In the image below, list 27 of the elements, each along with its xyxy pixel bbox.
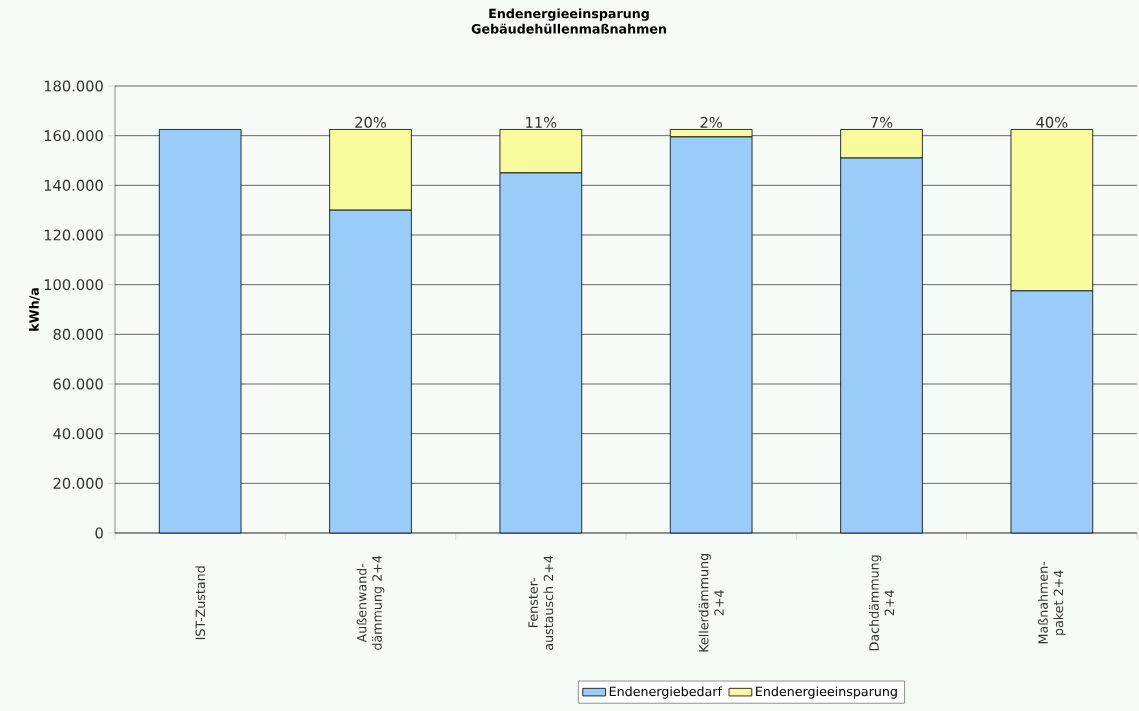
y-tick-label: 20.000: [53, 477, 103, 489]
x-tick-label: Außenwand-dämmung 2+4: [356, 555, 385, 650]
y-tick-label: 120.000: [44, 229, 103, 241]
y-axis-title: kWh/a: [29, 288, 40, 331]
legend-label: Endenergiebedarf: [609, 686, 723, 699]
x-tick-label: IST-Zustand: [195, 566, 206, 640]
x-tick-label: Fenster-austausch 2+4: [528, 555, 554, 650]
x-tick-label: Dachdämmung 2+4: [869, 555, 894, 651]
y-tick-label: 140.000: [44, 179, 103, 191]
x-tick-label: Kellerdämmung 2+4: [698, 554, 724, 652]
annotation: 11%: [526, 116, 557, 128]
y-tick-label: 160.000: [44, 130, 103, 142]
y-tick-label: 40.000: [53, 428, 103, 440]
annotation: 7%: [871, 116, 893, 128]
x-tick-label: Maßnahmen-paket 2+4: [1038, 561, 1066, 644]
y-tick-label: 0: [95, 527, 103, 539]
y-tick-label: 60.000: [53, 378, 103, 390]
legend-label: Endenergieeinsparung: [756, 686, 897, 699]
y-tick-label: 180.000: [44, 80, 103, 92]
y-tick-label: 100.000: [44, 279, 103, 291]
annotation: 40%: [1036, 116, 1068, 128]
annotation: 2%: [700, 116, 722, 128]
annotation: 20%: [355, 116, 386, 128]
y-tick-label: 80.000: [53, 328, 103, 340]
chart-subtitle: Gebäudehüllenmaßnahmen: [471, 23, 666, 34]
chart-title: Endenergieeinsparung: [489, 8, 649, 21]
bar: [158, 129, 242, 534]
